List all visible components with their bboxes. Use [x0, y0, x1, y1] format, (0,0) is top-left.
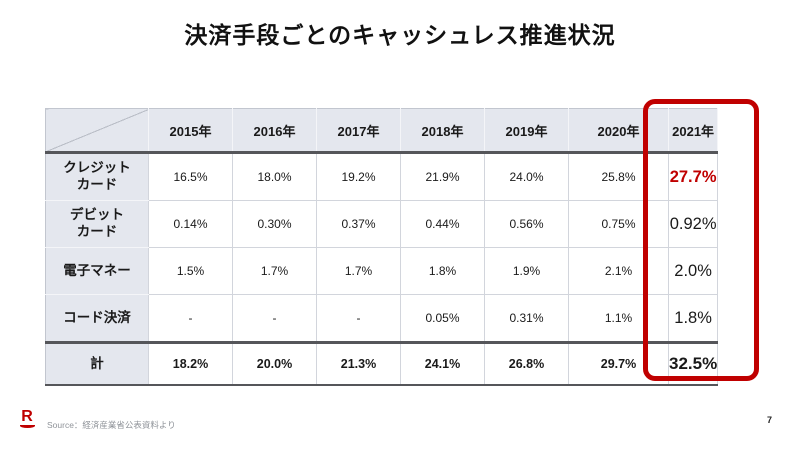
year-header-2019: 2019年 [484, 108, 569, 154]
value-cell: 18.0% [232, 152, 317, 201]
page-number: 7 [766, 415, 772, 425]
value-cell: 0.05% [400, 294, 485, 343]
table-body: クレジット カード 16.5% 18.0% 19.2% 21.9% 24.0% 25.8% 2… [45, 152, 719, 386]
value-cell: 1.5% [148, 247, 233, 295]
value-cell: 1.8% [400, 247, 485, 295]
year-header-2018: 2018年 [400, 108, 485, 154]
value-cell: 1.9% [484, 247, 569, 295]
row-label: デビット カード [45, 200, 149, 248]
value-cell: 19.2% [316, 152, 401, 201]
value-cell: 0.92% [667, 200, 719, 248]
value-cell: 32.5% [667, 341, 719, 386]
value-cell: 25.8% [568, 152, 669, 201]
row-label: 電子マネー [45, 247, 149, 295]
value-cell: - [148, 294, 233, 343]
row-label: 計 [45, 341, 149, 386]
slide-title: 決済手段ごとのキャッシュレス推進状況 [184, 22, 616, 48]
total-row: 計 18.2% 20.0% 21.3% 24.1% 26.8% 29.7% 32.5% [45, 341, 719, 386]
value-cell: 27.7% [667, 152, 719, 201]
year-header-2021: 2021年 [667, 108, 719, 154]
table-row-2: 電子マネー 1.5% 1.7% 1.7% 1.8% 1.9% 2.1% 2.0% [45, 247, 719, 295]
value-cell: 16.5% [148, 152, 233, 201]
value-cell: 20.0% [232, 341, 317, 386]
table-row-0: クレジット カード 16.5% 18.0% 19.2% 21.9% 24.0% 25.8% 2… [45, 152, 719, 201]
payment-table: 2015年 2016年 2017年 2018年 2019年 2020年 2021年 クレジッ… [45, 108, 719, 386]
year-header-2016: 2016年 [232, 108, 317, 154]
value-cell: 2.1% [568, 247, 669, 295]
value-cell: 1.7% [316, 247, 401, 295]
value-cell: 0.37% [316, 200, 401, 248]
row-label: コード決済 [45, 294, 149, 343]
value-cell: 18.2% [148, 341, 233, 386]
value-cell: 24.0% [484, 152, 569, 201]
value-cell: 0.31% [484, 294, 569, 343]
logo-underline [19, 425, 35, 428]
table-row-1: デビット カード 0.14% 0.30% 0.37% 0.44% 0.56% 0.75% 0.… [45, 200, 719, 248]
row-label: クレジット カード [45, 152, 149, 201]
value-cell: 0.30% [232, 200, 317, 248]
value-cell: 24.1% [400, 341, 485, 386]
year-header-2020: 2020年 [568, 108, 669, 154]
rakuten-r-logo: R [18, 409, 36, 428]
source-note: Source：経済産業省公表資料より [47, 420, 176, 430]
value-cell: 29.7% [568, 341, 669, 386]
value-cell: 21.9% [400, 152, 485, 201]
year-header-2015: 2015年 [148, 108, 233, 154]
value-cell: 0.14% [148, 200, 233, 248]
value-cell: 0.56% [484, 200, 569, 248]
value-cell: 0.75% [568, 200, 669, 248]
value-cell: - [232, 294, 317, 343]
value-cell: 0.44% [400, 200, 485, 248]
value-cell: 1.1% [568, 294, 669, 343]
value-cell: 21.3% [316, 341, 401, 386]
value-cell: 1.7% [232, 247, 317, 295]
logo-letter: R [21, 408, 33, 425]
value-cell: 26.8% [484, 341, 569, 386]
year-header-2017: 2017年 [316, 108, 401, 154]
table-header: 2015年 2016年 2017年 2018年 2019年 2020年 2021年 [45, 108, 719, 154]
header-row: 2015年 2016年 2017年 2018年 2019年 2020年 2021年 [45, 108, 719, 154]
value-cell: - [316, 294, 401, 343]
corner-diagonal-cell [45, 108, 149, 154]
value-cell: 1.8% [667, 294, 719, 343]
value-cell: 2.0% [667, 247, 719, 295]
table-row-3: コード決済 - - -0.05% 0.31% 1.1% 1.8% [45, 294, 719, 343]
